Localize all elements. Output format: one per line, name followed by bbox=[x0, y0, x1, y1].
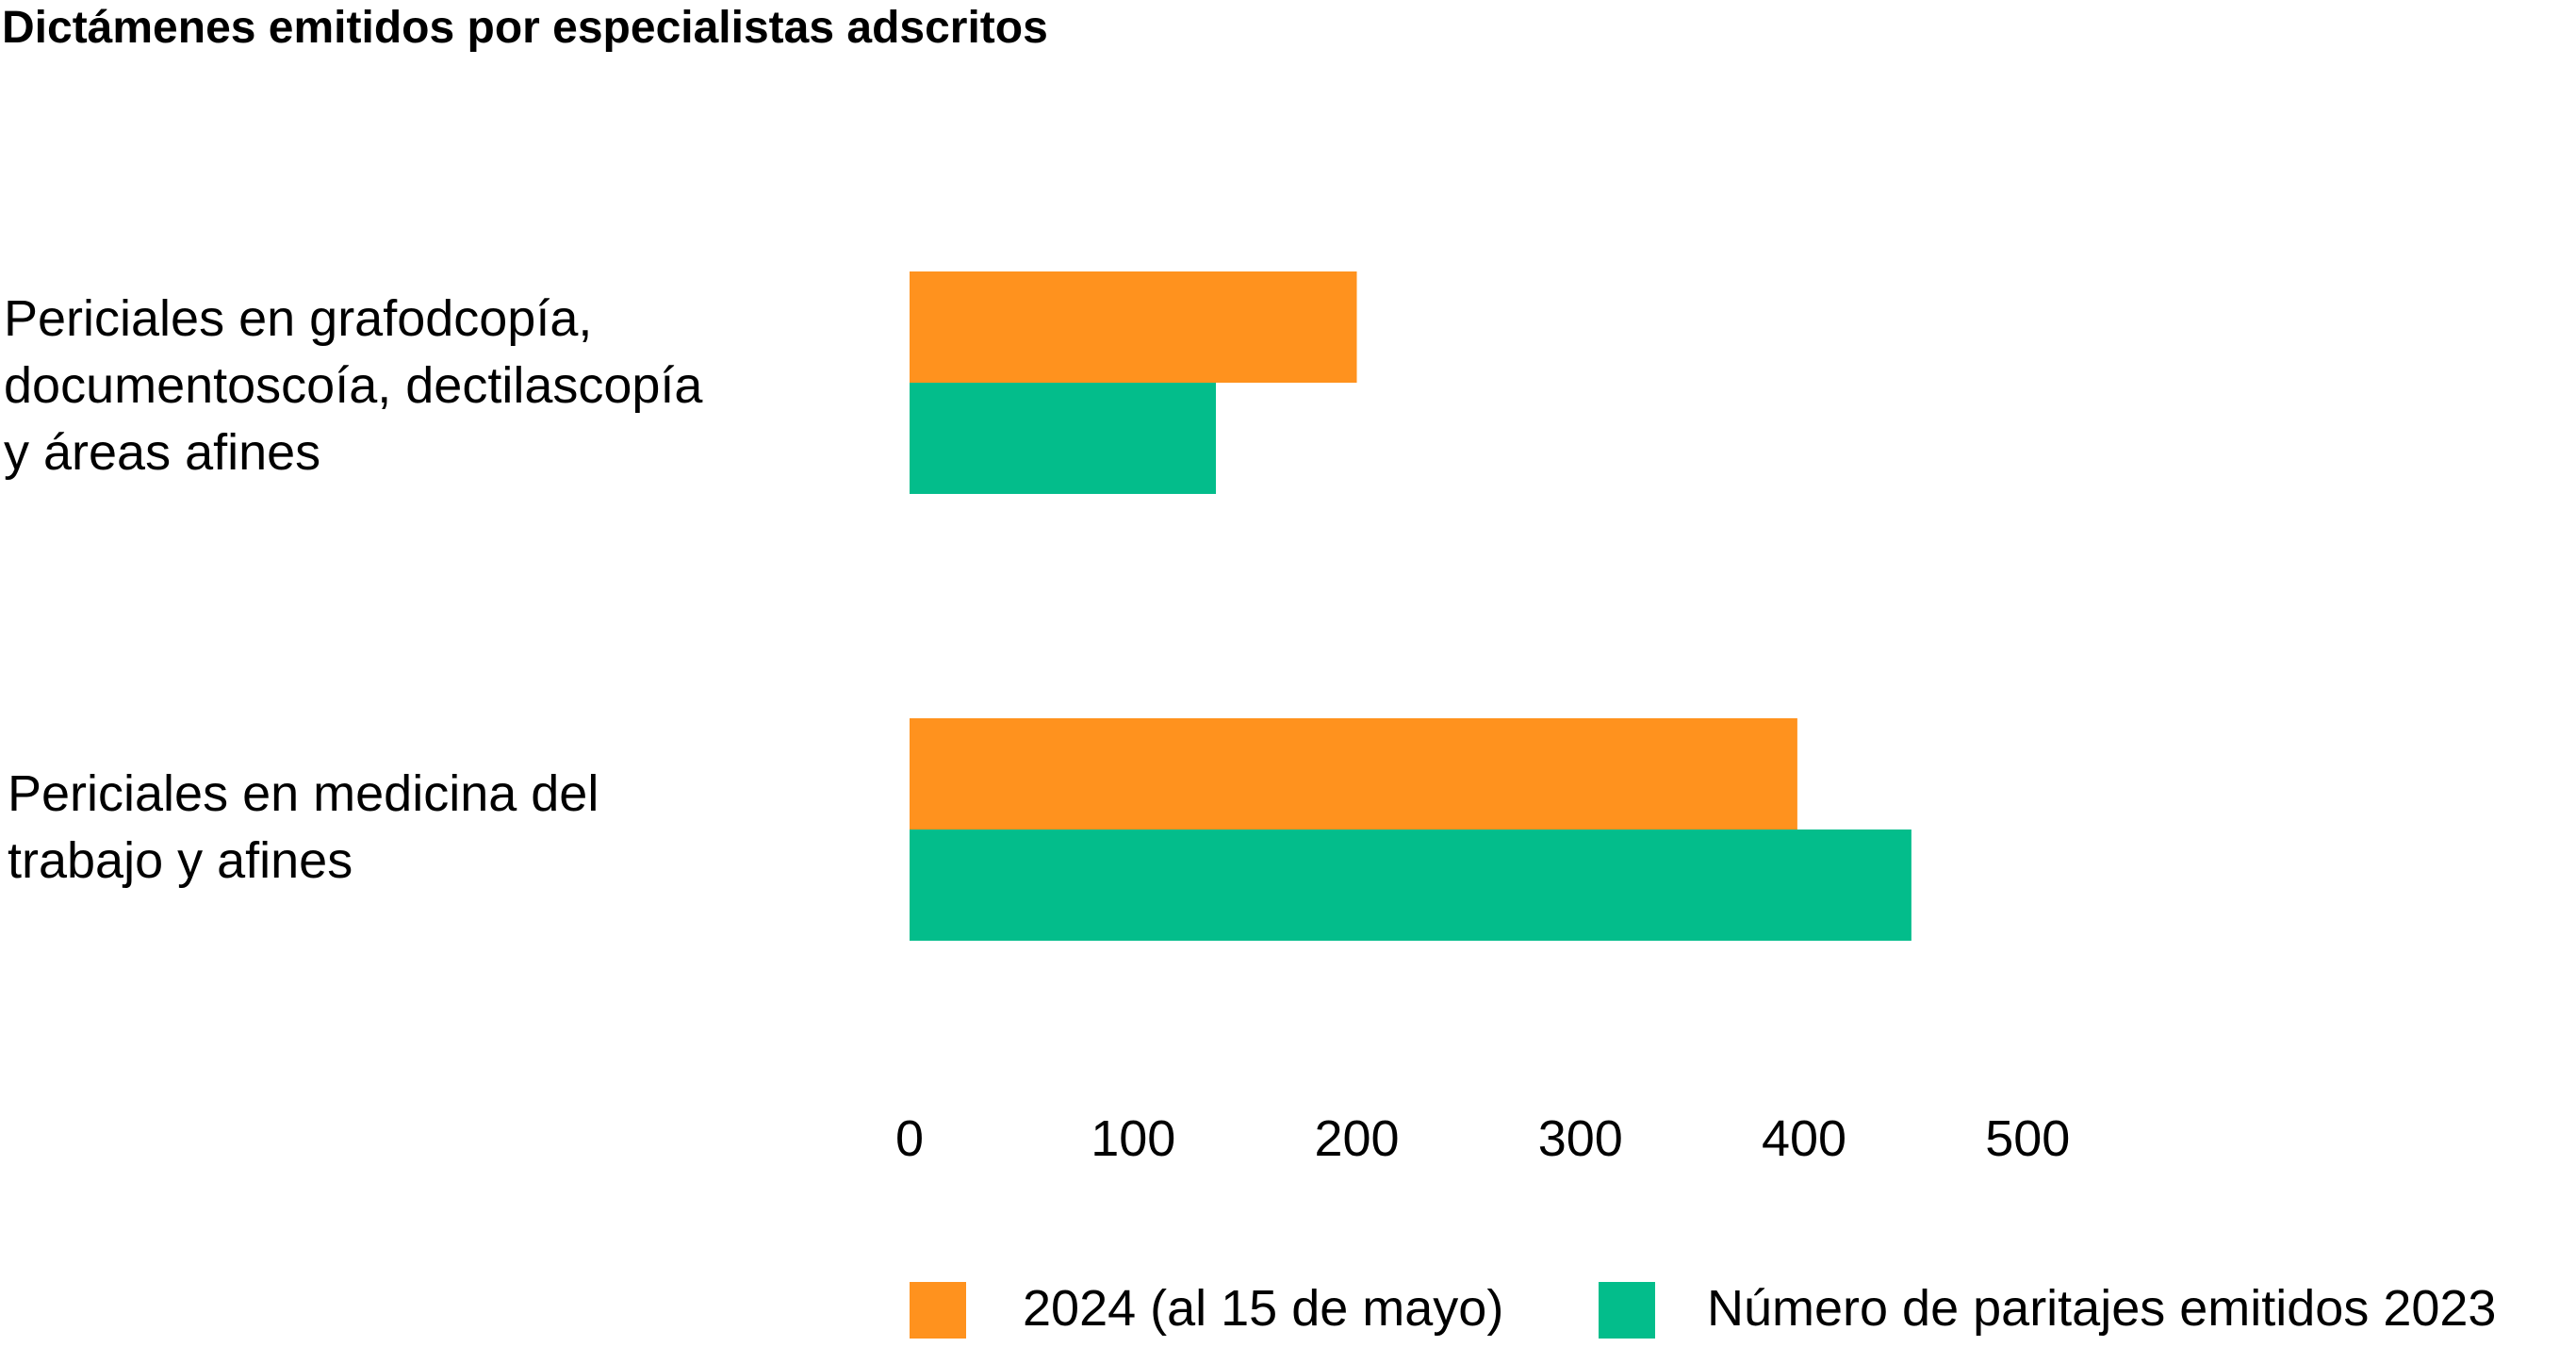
bar bbox=[910, 271, 1357, 383]
x-tick-label: 0 bbox=[895, 1110, 924, 1167]
category-label-line: Periciales en medicina del bbox=[8, 765, 599, 822]
legend-label: Número de paritajes emitidos 2023 bbox=[1707, 1280, 2496, 1337]
chart-title: Dictámenes emitidos por especialistas ad… bbox=[2, 3, 1048, 53]
category-label-line: documentoscoía, dectilascopía bbox=[4, 357, 703, 414]
x-axis-ticks: 0 100 200 300 400 500 bbox=[895, 1110, 2070, 1167]
legend-swatch bbox=[1599, 1282, 1655, 1339]
bars bbox=[910, 271, 1911, 941]
category-label-line: y áreas afines bbox=[4, 424, 320, 481]
category-label-line: Periciales en grafodcopía, bbox=[4, 290, 592, 347]
bar bbox=[910, 383, 1217, 494]
x-tick-label: 400 bbox=[1762, 1110, 1846, 1167]
legend: 2024 (al 15 de mayo) Número de paritajes … bbox=[910, 1280, 2496, 1339]
category-label-line: trabajo y afines bbox=[8, 832, 353, 889]
legend-swatch bbox=[910, 1282, 966, 1339]
category-labels: Periciales en grafodcopía, documentoscoía… bbox=[4, 290, 703, 889]
x-tick-label: 100 bbox=[1091, 1110, 1175, 1167]
legend-label: 2024 (al 15 de mayo) bbox=[1023, 1280, 1503, 1337]
bar bbox=[910, 718, 1797, 830]
category-label: Periciales en grafodcopía, documentoscoía… bbox=[4, 290, 703, 481]
category-label: Periciales en medicina del trabajo y afin… bbox=[8, 765, 599, 889]
x-tick-label: 300 bbox=[1538, 1110, 1623, 1167]
x-tick-label: 200 bbox=[1314, 1110, 1399, 1167]
x-tick-label: 500 bbox=[1985, 1110, 2070, 1167]
bar bbox=[910, 830, 1911, 941]
